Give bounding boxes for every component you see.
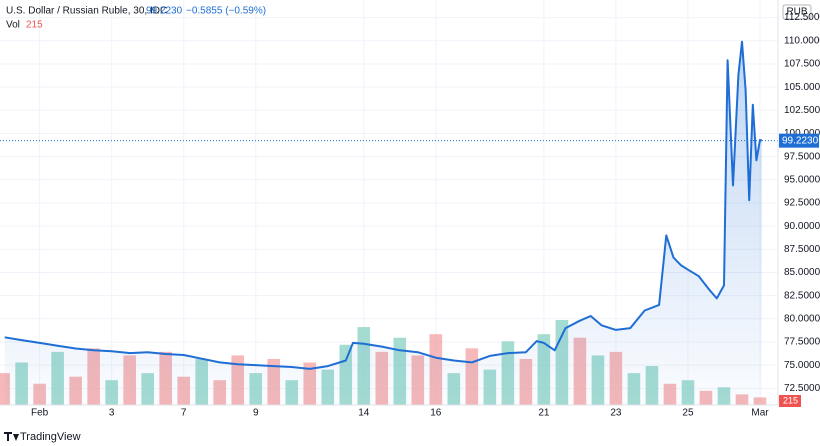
area	[4, 41, 762, 405]
currency: RUB	[786, 7, 807, 18]
y-tick-label: 80.0000	[784, 313, 820, 324]
x-tick-label: 14	[358, 408, 370, 419]
brand-logo	[4, 432, 19, 441]
price-line	[4, 40, 763, 370]
y-tick-label: 72.5000	[784, 383, 820, 394]
x-tick-label: Feb	[31, 408, 49, 419]
last-price-tag	[779, 133, 819, 148]
y-tick-label: 95.0000	[784, 174, 820, 185]
price: 99.2230	[146, 6, 183, 17]
volume-value: 215	[26, 20, 43, 31]
x-tick-label: 16	[430, 408, 442, 419]
change: −0.5855 (−0.59%)	[186, 6, 266, 17]
x-tick-label: 23	[610, 408, 622, 419]
brand: TradingView	[20, 431, 81, 443]
y-tick-label: 112.5000	[784, 12, 820, 23]
x-tick-label: 7	[181, 408, 187, 419]
y-tick-label: 85.0000	[784, 267, 820, 278]
y-tick-label: 102.5000	[784, 105, 820, 116]
volume-tag	[779, 395, 801, 407]
volume-tag-label: 215	[783, 395, 798, 405]
x-tick-label: 25	[682, 408, 694, 419]
y-tick-label: 105.0000	[784, 82, 820, 93]
y-tick-label: 107.5000	[784, 59, 820, 70]
y-tick-label: 92.5000	[784, 198, 820, 209]
y-tick-label: 100.0000	[784, 128, 820, 139]
last-price-label: 99.2230	[782, 135, 819, 146]
y-tick-label: 75.0000	[784, 360, 820, 371]
y-tick-label: 110.0000	[784, 35, 820, 46]
y-tick-label: 97.5000	[784, 151, 820, 162]
y-tick-label: 77.5000	[784, 337, 820, 348]
y-tick-label: 90.0000	[784, 221, 820, 232]
x-tick-label: 3	[109, 408, 115, 419]
x-tick-label: 9	[253, 408, 259, 419]
y-tick-label: 87.5000	[784, 244, 820, 255]
volume-label: Vol	[6, 20, 20, 31]
y-tick-label: 82.5000	[784, 290, 820, 301]
symbol: U.S. Dollar / Russian Ruble, 30, IDC	[6, 6, 167, 17]
x-tick-label: 21	[538, 408, 550, 419]
currency-badge	[782, 4, 812, 20]
x-tick-label: Mar	[751, 408, 769, 419]
